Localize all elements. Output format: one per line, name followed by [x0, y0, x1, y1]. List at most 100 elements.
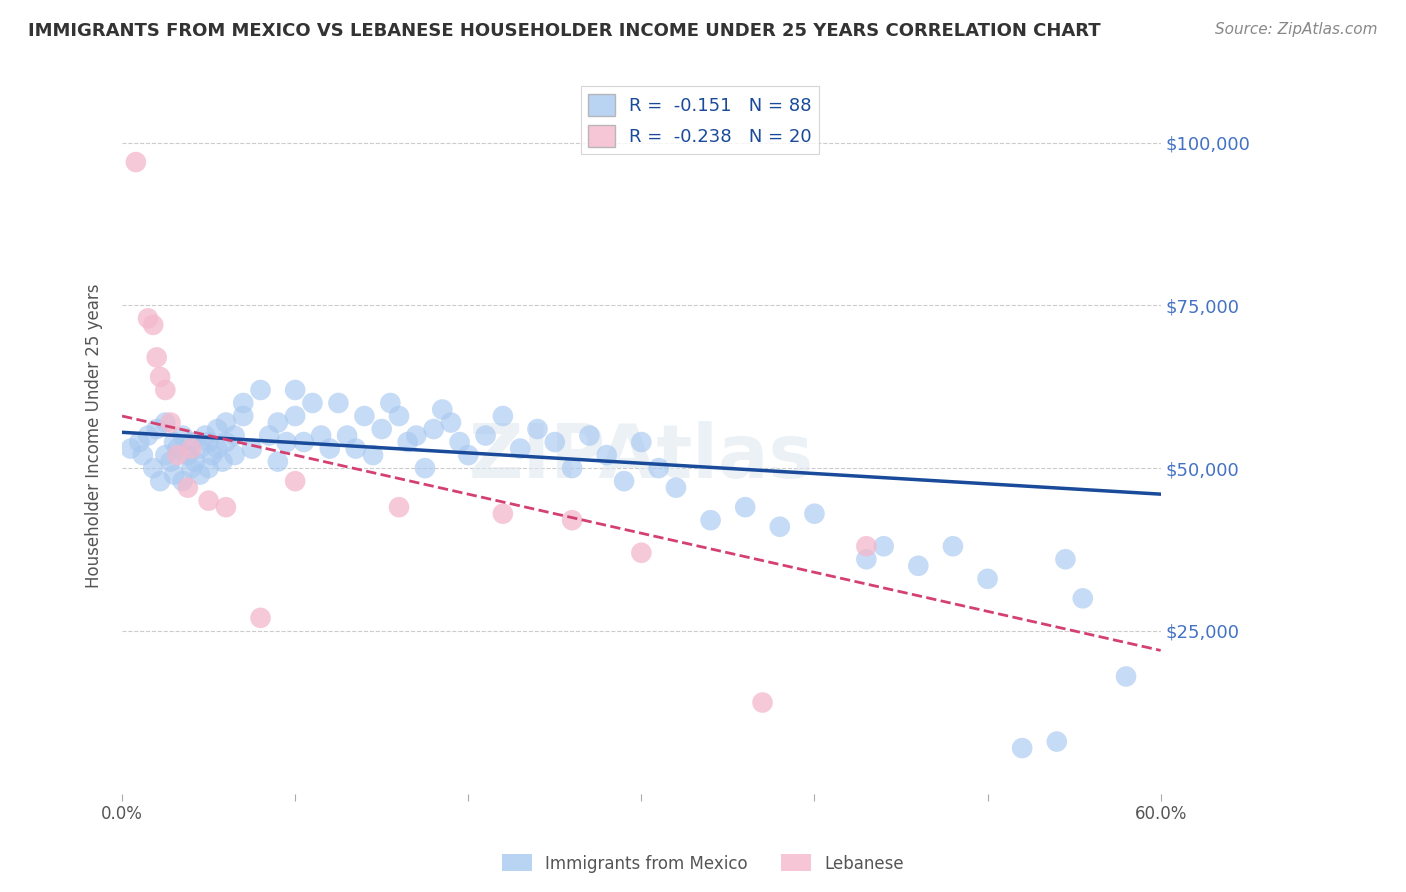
Point	[276, 435, 298, 450]
Point	[166, 442, 188, 456]
Point	[509, 442, 531, 456]
Point	[734, 500, 756, 515]
Point	[422, 422, 444, 436]
Point	[207, 442, 229, 456]
Text: Source: ZipAtlas.com: Source: ZipAtlas.com	[1215, 22, 1378, 37]
Point	[145, 422, 167, 436]
Point	[449, 435, 471, 450]
Point	[149, 370, 172, 384]
Point	[267, 416, 290, 430]
Point	[177, 481, 200, 495]
Point	[211, 454, 233, 468]
Point	[232, 409, 254, 423]
Point	[457, 448, 479, 462]
Point	[1011, 741, 1033, 756]
Point	[180, 442, 202, 456]
Point	[1115, 669, 1137, 683]
Point	[284, 474, 307, 488]
Point	[120, 442, 142, 456]
Point	[292, 435, 315, 450]
Point	[344, 442, 367, 456]
Point	[388, 500, 411, 515]
Point	[613, 474, 636, 488]
Point	[125, 155, 148, 169]
Point	[405, 428, 427, 442]
Legend: Immigrants from Mexico, Lebanese: Immigrants from Mexico, Lebanese	[495, 847, 911, 880]
Point	[136, 428, 159, 442]
Point	[142, 318, 165, 332]
Point	[224, 448, 246, 462]
Point	[561, 461, 583, 475]
Point	[976, 572, 998, 586]
Point	[257, 428, 280, 442]
Y-axis label: Householder Income Under 25 years: Householder Income Under 25 years	[86, 284, 103, 588]
Point	[907, 558, 929, 573]
Point	[207, 422, 229, 436]
Point	[578, 428, 600, 442]
Point	[284, 409, 307, 423]
Point	[301, 396, 323, 410]
Point	[855, 539, 877, 553]
Point	[665, 481, 688, 495]
Point	[699, 513, 721, 527]
Point	[166, 448, 188, 462]
Point	[149, 474, 172, 488]
Point	[803, 507, 825, 521]
Point	[136, 311, 159, 326]
Point	[249, 611, 271, 625]
Point	[240, 442, 263, 456]
Point	[492, 409, 515, 423]
Point	[188, 467, 211, 482]
Point	[159, 416, 181, 430]
Point	[336, 428, 359, 442]
Point	[155, 448, 177, 462]
Point	[180, 435, 202, 450]
Point	[177, 448, 200, 462]
Point	[353, 409, 375, 423]
Point	[267, 454, 290, 468]
Point	[526, 422, 548, 436]
Point	[942, 539, 965, 553]
Point	[492, 507, 515, 521]
Point	[396, 435, 419, 450]
Point	[132, 448, 155, 462]
Point	[128, 435, 150, 450]
Point	[474, 428, 496, 442]
Point	[432, 402, 454, 417]
Point	[413, 461, 436, 475]
Point	[630, 435, 652, 450]
Point	[751, 696, 773, 710]
Point	[855, 552, 877, 566]
Point	[155, 383, 177, 397]
Point	[172, 474, 194, 488]
Point	[163, 435, 186, 450]
Point	[155, 416, 177, 430]
Point	[172, 428, 194, 442]
Point	[319, 442, 342, 456]
Point	[215, 416, 238, 430]
Point	[284, 383, 307, 397]
Point	[197, 493, 219, 508]
Point	[180, 461, 202, 475]
Point	[328, 396, 350, 410]
Point	[145, 351, 167, 365]
Point	[388, 409, 411, 423]
Point	[647, 461, 669, 475]
Text: IMMIGRANTS FROM MEXICO VS LEBANESE HOUSEHOLDER INCOME UNDER 25 YEARS CORRELATION: IMMIGRANTS FROM MEXICO VS LEBANESE HOUSE…	[28, 22, 1101, 40]
Text: ZIPAtlas: ZIPAtlas	[468, 420, 814, 493]
Point	[197, 461, 219, 475]
Point	[873, 539, 896, 553]
Point	[1054, 552, 1077, 566]
Point	[769, 519, 792, 533]
Point	[1046, 734, 1069, 748]
Point	[596, 448, 619, 462]
Point	[1071, 591, 1094, 606]
Point	[142, 461, 165, 475]
Point	[184, 454, 207, 468]
Point	[309, 428, 332, 442]
Point	[197, 435, 219, 450]
Point	[232, 396, 254, 410]
Point	[215, 435, 238, 450]
Point	[544, 435, 567, 450]
Point	[163, 467, 186, 482]
